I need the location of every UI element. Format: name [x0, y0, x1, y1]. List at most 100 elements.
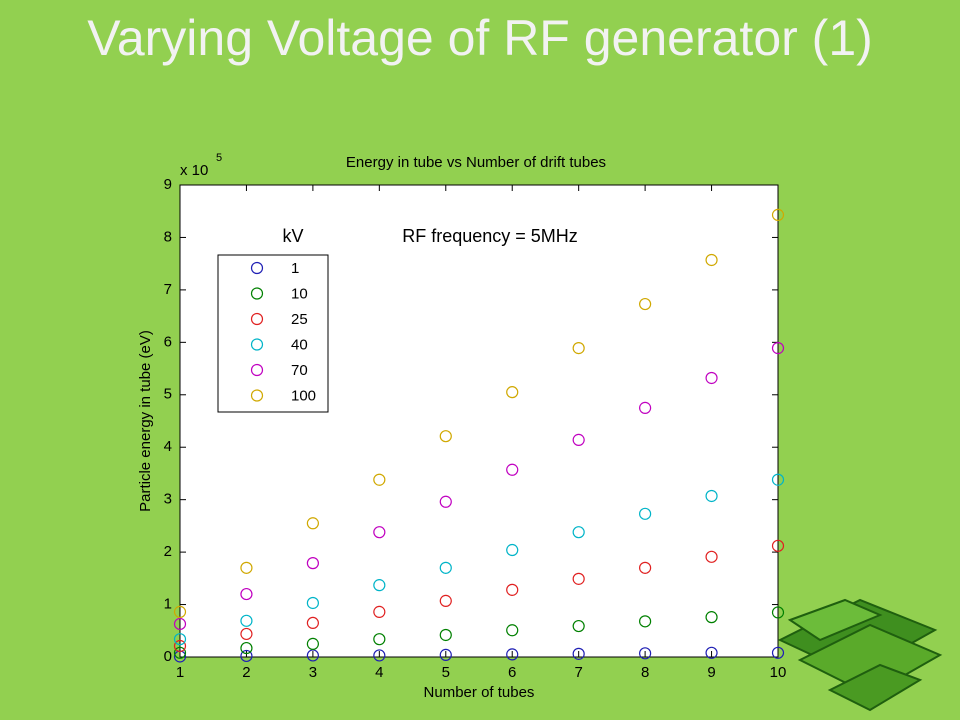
- data-point: [439, 430, 452, 443]
- y-tick-label: 2: [164, 543, 172, 560]
- y-tick-label: 5: [164, 386, 172, 403]
- data-point: [506, 386, 519, 399]
- data-point: [306, 596, 319, 610]
- data-point: [639, 401, 652, 414]
- data-point: [373, 579, 386, 592]
- legend-label: 40: [291, 336, 308, 353]
- data-point: [240, 587, 253, 601]
- data-point: [572, 572, 585, 585]
- data-point: [439, 648, 452, 662]
- y-tick-label: 7: [164, 281, 172, 298]
- y-tick-label: 9: [164, 176, 172, 193]
- legend-label: 10: [291, 285, 308, 302]
- x-tick-label: 5: [442, 664, 450, 681]
- data-point: [771, 646, 785, 659]
- y-tick-label: 6: [164, 333, 172, 350]
- annotation: RF frequency = 5MHz: [402, 226, 578, 246]
- x-tick-label: 6: [508, 664, 516, 681]
- data-point: [639, 561, 652, 574]
- y-tick-label: 0: [164, 648, 172, 665]
- data-point: [240, 614, 253, 627]
- x-tick-label: 7: [574, 664, 582, 681]
- x-tick-label: 9: [707, 664, 715, 681]
- data-point: [705, 253, 718, 267]
- x-tick-label: 1: [176, 664, 184, 681]
- data-point: [373, 526, 386, 539]
- data-point: [373, 605, 386, 618]
- legend-marker: [250, 287, 264, 300]
- data-point: [240, 627, 253, 641]
- x-tick-label: 4: [375, 664, 383, 681]
- data-point: [639, 615, 652, 628]
- data-point: [173, 639, 187, 653]
- slide-title-box: Varying Voltage of RF generator (1): [87, 10, 873, 66]
- annotation: kV: [282, 226, 303, 246]
- legend-marker: [250, 363, 264, 377]
- data-point: [771, 208, 785, 221]
- x-tick-label: 10: [770, 664, 787, 681]
- data-point: [506, 583, 519, 596]
- data-point: [439, 495, 452, 508]
- legend-marker: [250, 338, 264, 351]
- data-point: [572, 342, 585, 355]
- data-point: [173, 617, 187, 631]
- legend-label: 25: [291, 311, 308, 328]
- maze-block: [787, 598, 883, 642]
- legend-label: 100: [291, 387, 316, 404]
- data-point: [173, 633, 187, 646]
- data-point: [506, 543, 519, 557]
- data-point: [705, 646, 718, 659]
- data-point: [373, 649, 386, 662]
- legend-label: 70: [291, 362, 308, 379]
- legend-marker: [250, 261, 264, 275]
- y-tick-label: 8: [164, 228, 172, 245]
- data-point: [572, 433, 585, 446]
- data-point: [572, 647, 585, 660]
- data-point: [373, 473, 386, 486]
- data-point: [240, 561, 253, 574]
- data-point: [771, 342, 785, 355]
- legend-label: 1: [291, 260, 299, 277]
- data-point: [173, 605, 187, 618]
- data-point: [639, 647, 652, 660]
- data-point: [306, 637, 319, 650]
- data-point: [173, 646, 187, 659]
- x-tick-label: 8: [641, 664, 649, 681]
- maze-block: [827, 663, 923, 712]
- data-point: [771, 473, 785, 486]
- data-point: [705, 550, 718, 563]
- data-point: [572, 619, 585, 633]
- data-point: [705, 371, 718, 385]
- y-tick-label: 4: [164, 438, 172, 455]
- y-tick-label: 3: [164, 491, 172, 508]
- data-point: [705, 489, 718, 503]
- maze-decoration: [777, 598, 943, 712]
- data-point: [439, 628, 452, 642]
- x-tick-label: 2: [242, 664, 250, 681]
- data-point: [240, 641, 253, 655]
- data-point: [771, 539, 785, 552]
- y-multiplier: x 10: [180, 162, 208, 179]
- data-point: [572, 526, 585, 539]
- chart-title: Energy in tube vs Number of drift tubes: [346, 154, 606, 171]
- legend-marker: [250, 312, 264, 326]
- data-point: [639, 507, 652, 520]
- data-point: [771, 606, 785, 619]
- data-point: [240, 649, 253, 663]
- data-point: [639, 297, 652, 311]
- legend-marker: [250, 389, 264, 402]
- y-tick-label: 1: [164, 596, 172, 613]
- data-point: [439, 561, 452, 574]
- data-point: [306, 517, 319, 530]
- data-point: [373, 633, 386, 646]
- data-point: [439, 594, 452, 607]
- data-point: [506, 463, 519, 476]
- x-axis-label: Number of tubes: [424, 684, 535, 701]
- data-point: [506, 648, 519, 661]
- slide-title: Varying Voltage of RF generator (1): [87, 10, 873, 66]
- data-point: [306, 616, 319, 630]
- data-point: [306, 557, 319, 570]
- data-point: [506, 624, 519, 637]
- y-multiplier-power: 5: [216, 152, 222, 164]
